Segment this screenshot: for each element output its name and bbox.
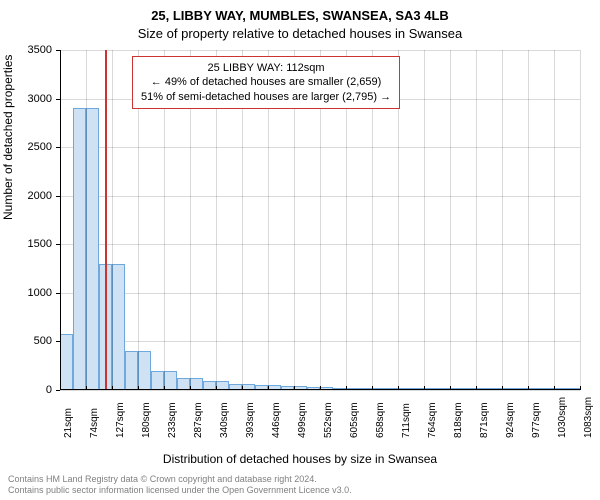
x-tick-mark	[398, 386, 399, 390]
y-axis-line	[60, 50, 61, 390]
figure-wrap: 25, LIBBY WAY, MUMBLES, SWANSEA, SA3 4LB…	[0, 0, 600, 500]
histogram-bar	[112, 264, 125, 390]
x-tick-mark	[216, 386, 217, 390]
x-tick-label: 658sqm	[375, 402, 386, 438]
x-tick-mark	[580, 386, 581, 390]
x-tick-mark	[190, 386, 191, 390]
plot-area: 25 LIBBY WAY: 112sqm← 49% of detached ho…	[60, 50, 580, 390]
y-tick-label: 0	[46, 384, 52, 396]
y-axis-ticks: 0500100015002000250030003500	[0, 50, 56, 390]
grid-v-line	[86, 50, 87, 390]
x-tick-mark	[112, 386, 113, 390]
grid-v-line	[112, 50, 113, 390]
x-axis-ticks: 21sqm 74sqm 127sqm 180sqm 233sqm 287sqm 340sqm…	[60, 390, 580, 450]
y-tick-label: 3500	[28, 44, 52, 56]
credits-block: Contains HM Land Registry data © Crown c…	[8, 474, 592, 496]
x-tick-label: 287sqm	[193, 402, 204, 438]
y-tick-label: 3000	[28, 93, 52, 105]
y-tick-label: 2000	[28, 190, 52, 202]
x-tick-mark	[242, 386, 243, 390]
x-tick-label: 1030sqm	[557, 397, 568, 438]
credits-line2: Contains public sector information licen…	[8, 485, 592, 496]
x-tick-mark	[60, 386, 61, 390]
x-tick-label: 871sqm	[479, 402, 490, 438]
histogram-bar	[164, 371, 177, 390]
y-tick-label: 1500	[28, 238, 52, 250]
x-tick-mark	[346, 386, 347, 390]
annotation-line3: 51% of semi-detached houses are larger (…	[141, 90, 391, 104]
x-tick-label: 340sqm	[219, 402, 230, 438]
x-tick-mark	[294, 386, 295, 390]
grid-v-line	[502, 50, 503, 390]
grid-v-line	[528, 50, 529, 390]
grid-v-line	[450, 50, 451, 390]
x-tick-label: 552sqm	[323, 402, 334, 438]
figure-subtitle: Size of property relative to detached ho…	[0, 26, 600, 41]
x-tick-label: 180sqm	[141, 402, 152, 438]
x-tick-mark	[528, 386, 529, 390]
x-tick-mark	[268, 386, 269, 390]
credits-line1: Contains HM Land Registry data © Crown c…	[8, 474, 592, 485]
y-tick-label: 1000	[28, 287, 52, 299]
x-tick-mark	[138, 386, 139, 390]
y-tick-label: 500	[34, 335, 52, 347]
x-tick-mark	[320, 386, 321, 390]
x-tick-mark	[502, 386, 503, 390]
x-tick-label: 977sqm	[531, 402, 542, 438]
x-tick-label: 21sqm	[63, 408, 74, 438]
x-tick-label: 446sqm	[271, 402, 282, 438]
annotation-box: 25 LIBBY WAY: 112sqm← 49% of detached ho…	[132, 56, 400, 109]
x-tick-mark	[476, 386, 477, 390]
x-tick-label: 393sqm	[245, 402, 256, 438]
property-marker-line	[105, 50, 107, 390]
histogram-bar	[125, 351, 138, 390]
x-tick-mark	[450, 386, 451, 390]
x-tick-label: 924sqm	[505, 402, 516, 438]
histogram-bar	[86, 108, 99, 390]
histogram-bar	[138, 351, 151, 390]
x-tick-mark	[86, 386, 87, 390]
annotation-line2: ← 49% of detached houses are smaller (2,…	[141, 75, 391, 89]
annotation-line1: 25 LIBBY WAY: 112sqm	[141, 61, 391, 75]
x-tick-label: 1083sqm	[583, 397, 594, 438]
x-tick-label: 74sqm	[89, 408, 100, 438]
x-tick-label: 764sqm	[427, 402, 438, 438]
x-tick-mark	[554, 386, 555, 390]
grid-v-line	[580, 50, 581, 390]
histogram-bar	[60, 334, 73, 390]
x-tick-label: 499sqm	[297, 402, 308, 438]
x-tick-mark	[424, 386, 425, 390]
x-axis-label: Distribution of detached houses by size …	[0, 452, 600, 466]
x-tick-label: 127sqm	[115, 402, 126, 438]
figure-title-address: 25, LIBBY WAY, MUMBLES, SWANSEA, SA3 4LB	[0, 8, 600, 23]
x-tick-label: 233sqm	[167, 402, 178, 438]
grid-v-line	[476, 50, 477, 390]
histogram-bar	[73, 108, 86, 390]
histogram-bar	[151, 371, 164, 390]
x-tick-label: 818sqm	[453, 402, 464, 438]
grid-v-line	[424, 50, 425, 390]
x-tick-mark	[372, 386, 373, 390]
x-tick-mark	[164, 386, 165, 390]
y-tick-label: 2500	[28, 141, 52, 153]
x-tick-label: 711sqm	[401, 403, 412, 438]
x-tick-label: 605sqm	[349, 402, 360, 438]
grid-v-line	[554, 50, 555, 390]
